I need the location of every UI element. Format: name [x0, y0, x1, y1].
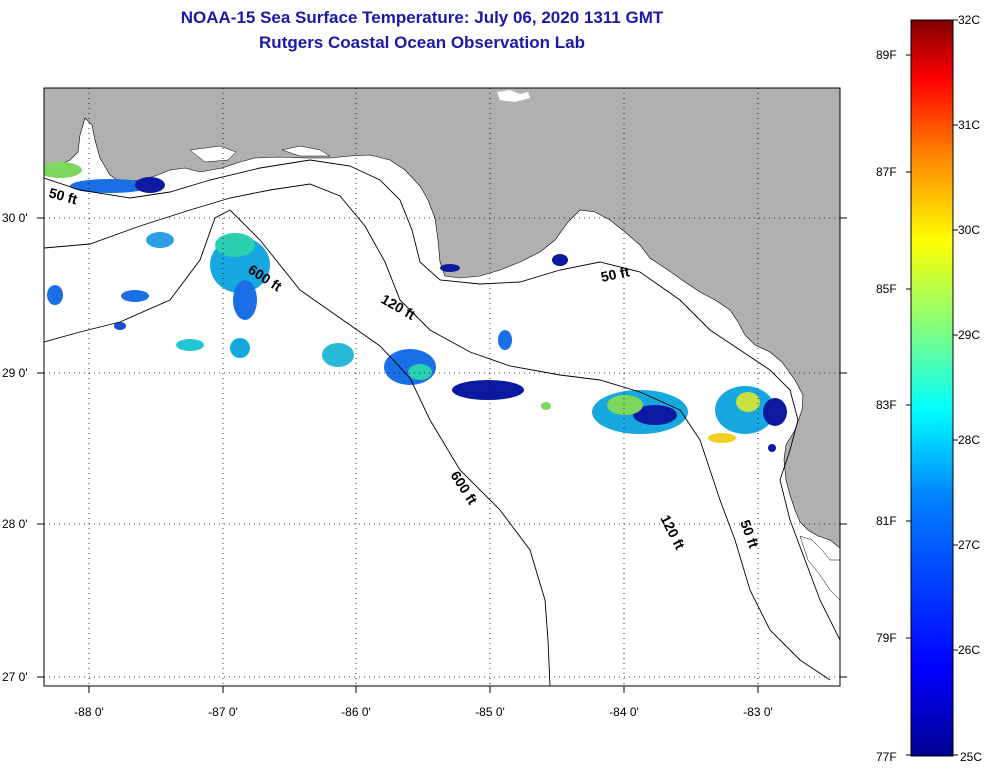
map-title: NOAA-15 Sea Surface Temperature: July 06…	[180, 8, 664, 27]
colorbar-fahrenheit-label: 81F	[876, 514, 897, 528]
colorbar-fahrenheit-label: 77F	[876, 750, 897, 764]
bay-shape	[799, 535, 840, 601]
colorbar	[910, 19, 954, 757]
lat-tick-label: 29 0'	[2, 366, 28, 380]
colorbar-celsius-label: 30C	[958, 223, 981, 237]
axis-ticks	[37, 217, 847, 693]
sst-data-layer	[44, 162, 787, 452]
colorbar-ticks	[906, 19, 958, 756]
map-subtitle: Rutgers Coastal Ocean Observation Lab	[259, 33, 585, 52]
colorbar-fahrenheit-label: 85F	[876, 282, 897, 296]
lon-tick-label: -85 0'	[475, 705, 505, 719]
colorbar-fahrenheit-label: 87F	[876, 165, 897, 179]
colorbar-celsius-label: 25C	[960, 750, 983, 764]
lake-shape	[497, 90, 530, 102]
colorbar-fahrenheit-label: 79F	[876, 631, 897, 645]
bay-shape	[189, 145, 237, 163]
lon-tick-label: -87 0'	[208, 705, 238, 719]
colorbar-celsius-label: 29C	[958, 328, 981, 342]
contour-600ft	[44, 209, 551, 686]
colorbar-celsius-label: 32C	[958, 13, 981, 27]
lat-tick-label: 27 0'	[2, 670, 28, 684]
map-frame	[43, 87, 841, 687]
colorbar-celsius-label: 27C	[958, 538, 981, 552]
colorbar-fahrenheit-label: 89F	[876, 48, 897, 62]
colorbar-celsius-label: 28C	[958, 433, 981, 447]
contour-label: 50 ft	[47, 184, 79, 207]
colorbar-fahrenheit-label: 83F	[876, 398, 897, 412]
lon-tick-label: -88 0'	[74, 705, 104, 719]
lat-tick-label: 28 0'	[2, 517, 28, 531]
contour-50ft	[44, 159, 840, 641]
lon-tick-label: -83 0'	[743, 705, 773, 719]
lon-tick-label: -86 0'	[341, 705, 371, 719]
lat-tick-label: 30 0'	[2, 211, 28, 225]
colorbar-celsius-label: 26C	[958, 643, 981, 657]
contour-label: 50 ft	[599, 263, 631, 285]
bay-shape	[281, 145, 331, 157]
lon-tick-label: -84 0'	[609, 705, 639, 719]
colorbar-celsius-label: 31C	[958, 118, 981, 132]
